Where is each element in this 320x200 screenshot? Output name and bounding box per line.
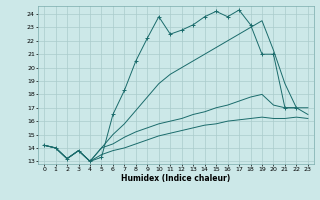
- X-axis label: Humidex (Indice chaleur): Humidex (Indice chaleur): [121, 174, 231, 183]
